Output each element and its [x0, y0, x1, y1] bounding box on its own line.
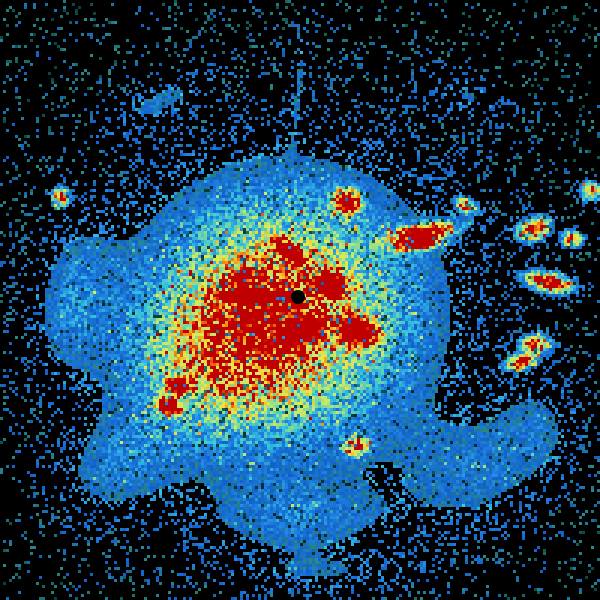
xray-heatmap-canvas[interactable]	[0, 0, 600, 600]
xray-image-viewer[interactable]	[0, 0, 600, 600]
